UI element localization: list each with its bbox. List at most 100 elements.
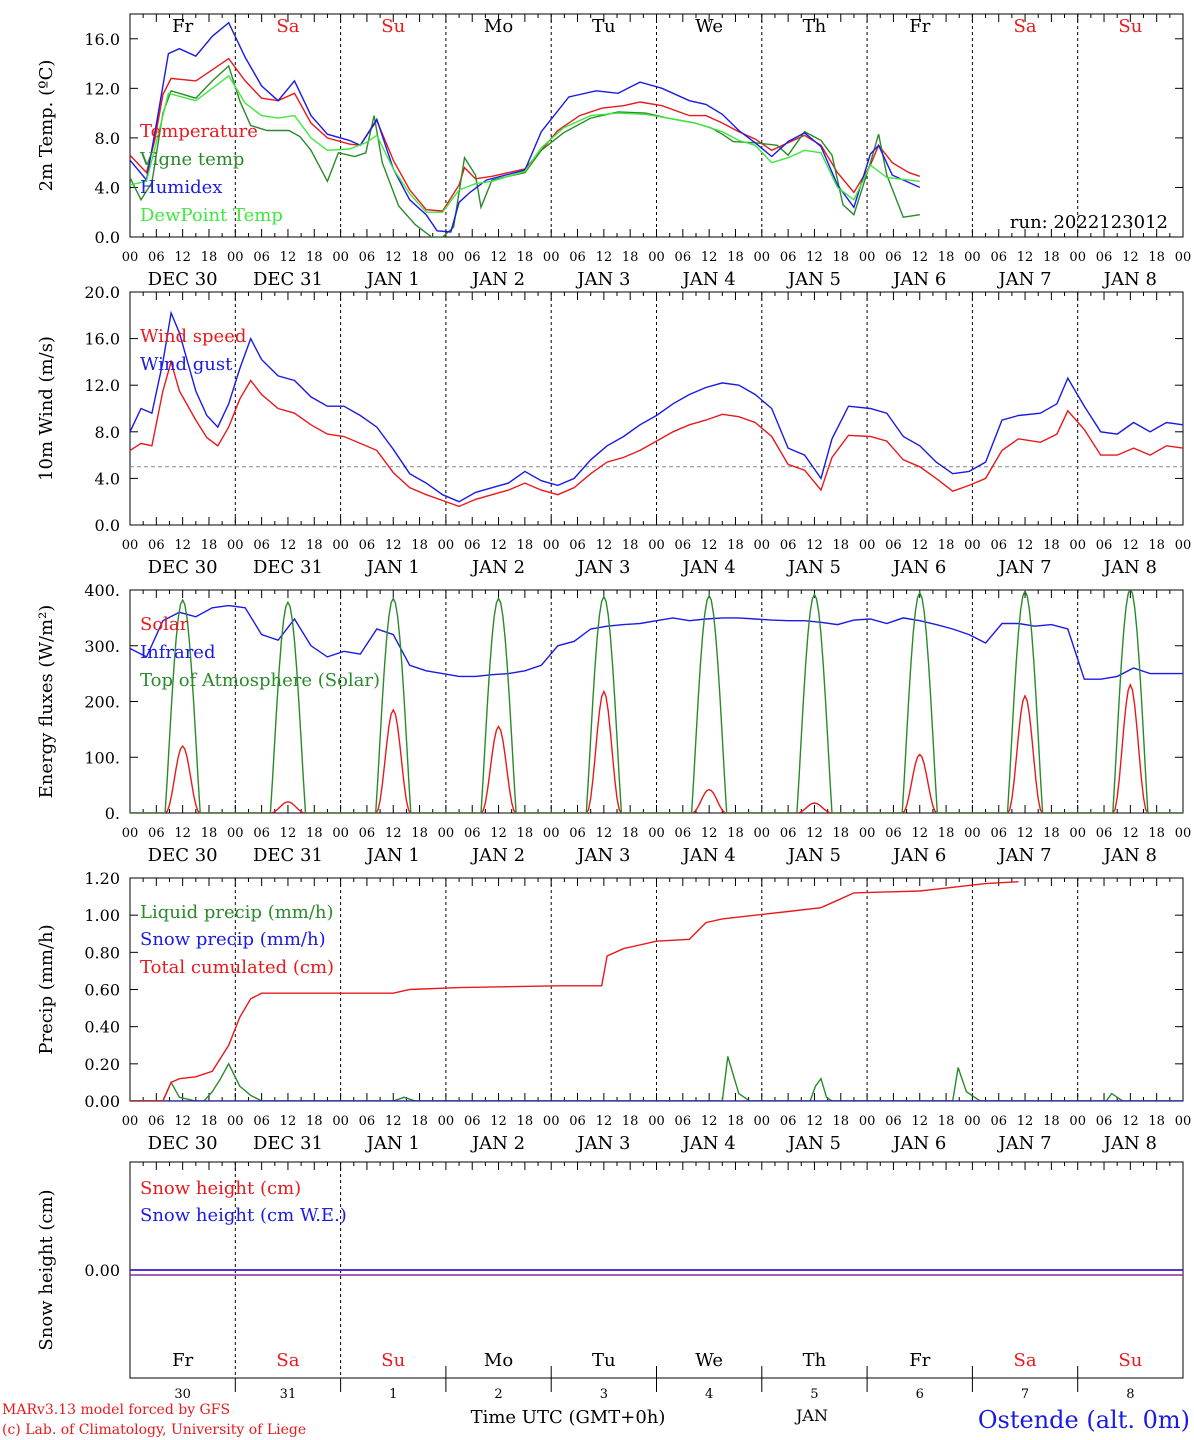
hour-label: 06 bbox=[780, 250, 797, 265]
y-tick-label: 1.00 bbox=[84, 906, 120, 925]
hour-label: 18 bbox=[727, 1114, 744, 1129]
date-label: DEC 31 bbox=[253, 1133, 323, 1154]
date-label: JAN 3 bbox=[575, 557, 630, 578]
legend-entry: Top of Atmosphere (Solar) bbox=[140, 670, 380, 691]
hour-label: 00 bbox=[859, 1114, 876, 1129]
day-name: Tu bbox=[592, 16, 616, 37]
hour-label: 18 bbox=[1043, 1114, 1060, 1129]
plot-frame bbox=[129, 13, 1184, 238]
hour-label: 12 bbox=[280, 826, 297, 841]
legend-entry: Temperature bbox=[140, 121, 258, 142]
hour-label: 18 bbox=[306, 1114, 323, 1129]
date-label: DEC 30 bbox=[148, 557, 218, 578]
hour-label: 00 bbox=[543, 826, 560, 841]
hour-label: 18 bbox=[833, 1114, 850, 1129]
hour-label: 06 bbox=[148, 250, 165, 265]
hour-label: 12 bbox=[280, 1114, 297, 1129]
hour-label: 06 bbox=[148, 1114, 165, 1129]
hour-label: 12 bbox=[596, 826, 613, 841]
y-tick-label: 0.40 bbox=[84, 1018, 120, 1037]
hour-label: 00 bbox=[332, 538, 349, 553]
hour-label: 18 bbox=[938, 1114, 955, 1129]
day-name: Mo bbox=[484, 1350, 513, 1371]
hour-label: 06 bbox=[253, 538, 270, 553]
hour-label: 00 bbox=[754, 826, 771, 841]
hour-label: 18 bbox=[517, 1114, 534, 1129]
hour-label: 06 bbox=[990, 826, 1007, 841]
y-axis-label: Energy fluxes (W/m²) bbox=[36, 605, 57, 799]
day-number: 6 bbox=[916, 1387, 924, 1402]
y-tick-label: 0.0 bbox=[95, 516, 120, 535]
date-label: JAN 5 bbox=[786, 557, 841, 578]
y-tick-label: 4.0 bbox=[95, 469, 120, 488]
hour-label: 18 bbox=[727, 538, 744, 553]
hour-label: 00 bbox=[1069, 826, 1086, 841]
hour-label: 18 bbox=[1148, 250, 1165, 265]
hour-label: 06 bbox=[148, 538, 165, 553]
series-line-3 bbox=[130, 74, 920, 213]
hour-label: 06 bbox=[675, 250, 692, 265]
credit-line-2: (c) Lab. of Climatology, University of L… bbox=[2, 1422, 306, 1438]
y-tick-label: 16.0 bbox=[84, 330, 120, 349]
y-tick-label: 12.0 bbox=[84, 79, 120, 98]
date-label: JAN 8 bbox=[1102, 1133, 1157, 1154]
hour-label: 18 bbox=[938, 250, 955, 265]
hour-label: 18 bbox=[833, 538, 850, 553]
hour-label: 00 bbox=[859, 250, 876, 265]
date-label: JAN 5 bbox=[786, 1133, 841, 1154]
hour-label: 12 bbox=[385, 1114, 402, 1129]
y-axis-label: Snow height (cm) bbox=[36, 1189, 57, 1350]
day-name: Sa bbox=[276, 1350, 299, 1371]
hour-label: 18 bbox=[201, 826, 218, 841]
hour-label: 00 bbox=[964, 538, 981, 553]
hour-label: 18 bbox=[517, 538, 534, 553]
day-number: 3 bbox=[600, 1387, 608, 1402]
hour-label: 00 bbox=[543, 1114, 560, 1129]
day-number: 2 bbox=[494, 1387, 502, 1402]
hour-label: 18 bbox=[306, 250, 323, 265]
hour-label: 12 bbox=[385, 538, 402, 553]
date-label: JAN 1 bbox=[365, 557, 420, 578]
legend-entry: Humidex bbox=[140, 177, 222, 198]
date-label: JAN 5 bbox=[786, 845, 841, 866]
hour-label: 06 bbox=[780, 538, 797, 553]
day-name: Mo bbox=[484, 16, 513, 37]
day-name: Su bbox=[381, 1350, 405, 1371]
hour-label: 12 bbox=[1122, 538, 1139, 553]
hour-label: 00 bbox=[964, 826, 981, 841]
day-name: Sa bbox=[1014, 16, 1037, 37]
date-label: JAN 4 bbox=[681, 557, 736, 578]
y-tick-label: 300. bbox=[84, 637, 120, 656]
series-line-2 bbox=[130, 881, 1019, 1101]
day-name: Fr bbox=[172, 16, 193, 37]
hour-label: 12 bbox=[385, 250, 402, 265]
date-label: JAN 8 bbox=[1102, 557, 1157, 578]
hour-label: 00 bbox=[648, 826, 665, 841]
hour-label: 18 bbox=[622, 538, 639, 553]
date-label: JAN 2 bbox=[470, 845, 525, 866]
hour-label: 00 bbox=[332, 1114, 349, 1129]
hour-label: 06 bbox=[675, 1114, 692, 1129]
hour-label: 00 bbox=[1069, 538, 1086, 553]
day-name: Fr bbox=[909, 16, 930, 37]
series-line-2 bbox=[130, 590, 1183, 813]
date-label: JAN 6 bbox=[891, 1133, 946, 1154]
hour-label: 12 bbox=[911, 826, 928, 841]
date-label: JAN 3 bbox=[575, 845, 630, 866]
date-label: JAN 6 bbox=[891, 269, 946, 290]
hour-label: 18 bbox=[938, 826, 955, 841]
y-tick-label: 20.0 bbox=[84, 283, 120, 302]
hour-label: 18 bbox=[1148, 1114, 1165, 1129]
hour-label: 06 bbox=[253, 826, 270, 841]
hour-label: 00 bbox=[438, 538, 455, 553]
day-number: 7 bbox=[1021, 1387, 1029, 1402]
day-number: 5 bbox=[810, 1387, 818, 1402]
hour-label: 06 bbox=[780, 826, 797, 841]
hour-label: 12 bbox=[385, 826, 402, 841]
day-name: Sa bbox=[276, 16, 299, 37]
hour-label: 00 bbox=[648, 1114, 665, 1129]
hour-label: 06 bbox=[1096, 1114, 1113, 1129]
hour-label: 00 bbox=[122, 250, 139, 265]
hour-label: 00 bbox=[438, 826, 455, 841]
